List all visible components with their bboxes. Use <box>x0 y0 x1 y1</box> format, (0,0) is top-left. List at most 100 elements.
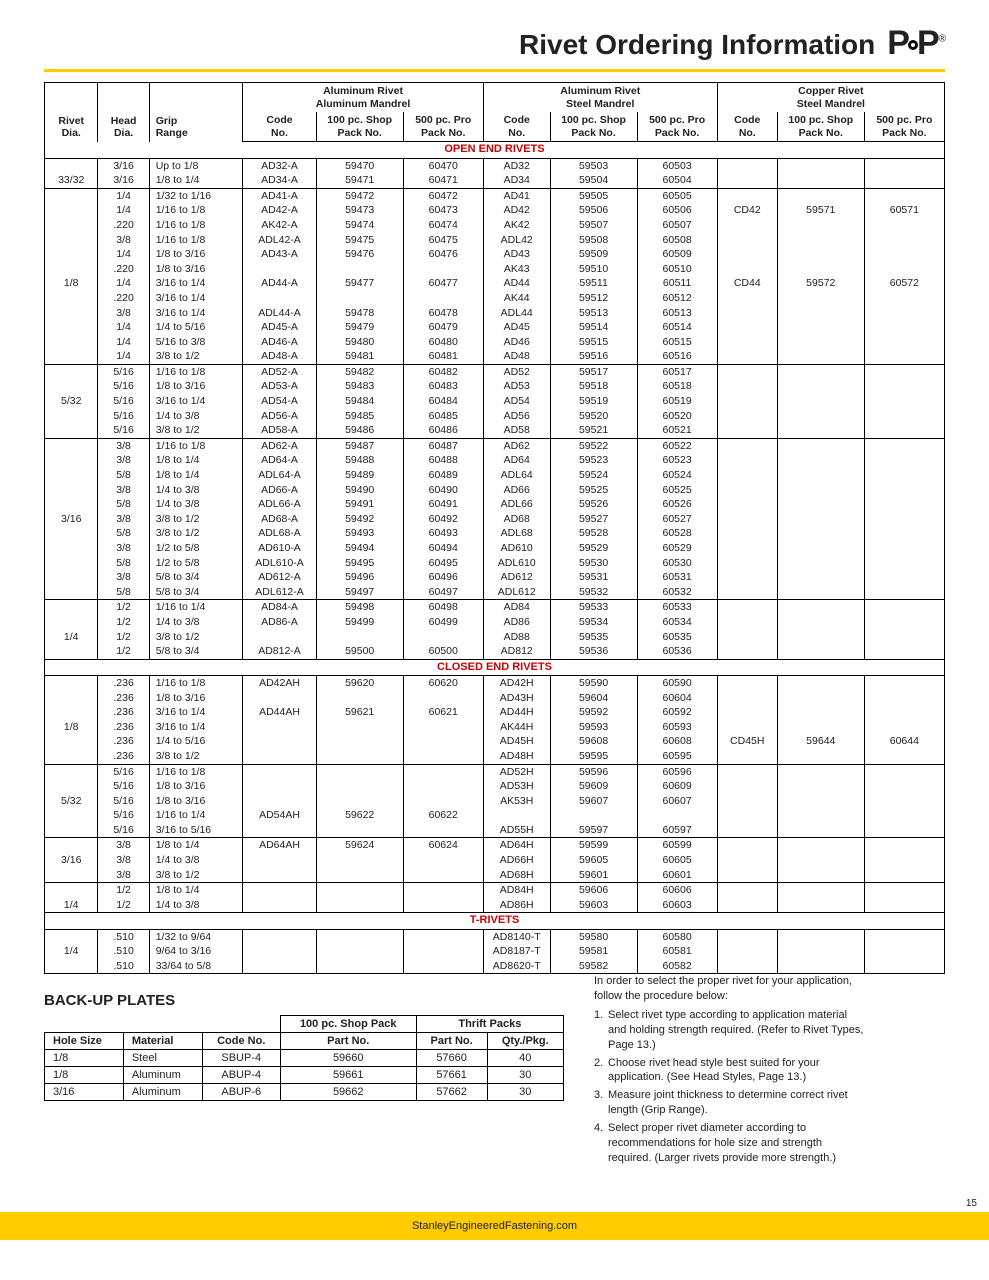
cell: 60485 <box>403 409 483 424</box>
cell: AD45 <box>483 320 550 335</box>
cell <box>777 929 864 944</box>
backup-cell: 59660 <box>280 1050 416 1067</box>
cell: AD42H <box>483 675 550 690</box>
cell <box>777 749 864 764</box>
cell: 60499 <box>403 615 483 630</box>
cell: 3/8 to 1/2 <box>149 423 243 438</box>
cell: CD44 <box>717 276 777 291</box>
cell: CD42 <box>717 203 777 218</box>
cell: AK42 <box>483 218 550 233</box>
cell <box>777 808 864 823</box>
backup-cell: 30 <box>487 1067 563 1084</box>
cell-rivet-dia <box>45 823 98 838</box>
cell: 59644 <box>777 734 864 749</box>
th-qty: Qty./Pkg. <box>487 1033 563 1050</box>
backup-cell: 30 <box>487 1084 563 1101</box>
cell: 5/16 <box>98 423 149 438</box>
cell: 59499 <box>316 615 403 630</box>
cell: 59507 <box>550 218 637 233</box>
cell: AD86H <box>483 898 550 913</box>
cell: AD86 <box>483 615 550 630</box>
cell: 60473 <box>403 203 483 218</box>
cell: 59490 <box>316 483 403 498</box>
cell <box>243 944 317 959</box>
th-material: Material <box>123 1033 202 1050</box>
cell: 59530 <box>550 556 637 571</box>
cell: 60481 <box>403 349 483 364</box>
cell <box>864 600 944 615</box>
cell: 60519 <box>637 394 717 409</box>
cell: 60482 <box>403 364 483 379</box>
cell: 60483 <box>403 379 483 394</box>
cell: 60571 <box>864 203 944 218</box>
cell: 1/4 to 3/8 <box>149 615 243 630</box>
cell: 59592 <box>550 705 637 720</box>
cell: ADL68 <box>483 526 550 541</box>
cell: .236 <box>98 675 149 690</box>
cell <box>864 644 944 659</box>
cell: AD68H <box>483 868 550 883</box>
cell: AD66 <box>483 483 550 498</box>
cell <box>316 764 403 779</box>
cell: 1/4 to 3/8 <box>149 853 243 868</box>
cell: 59470 <box>316 158 403 173</box>
cell <box>717 764 777 779</box>
backup-cell: 59661 <box>280 1067 416 1084</box>
cell <box>243 868 317 883</box>
cell: .510 <box>98 959 149 974</box>
backup-tbody: 1/8SteelSBUP-45966057660401/8AluminumABU… <box>45 1050 564 1101</box>
cell: 1/4 <box>98 188 149 203</box>
cell: 59497 <box>316 585 403 600</box>
backup-title: BACK-UP PLATES <box>44 992 564 1009</box>
cell: 1/16 to 1/8 <box>149 675 243 690</box>
cell <box>777 512 864 527</box>
cell: AD56-A <box>243 409 317 424</box>
cell <box>864 364 944 379</box>
cell: 3/8 to 1/2 <box>149 630 243 645</box>
cell: 59480 <box>316 335 403 350</box>
backup-cell: 59662 <box>280 1084 416 1101</box>
cell: 60581 <box>637 944 717 959</box>
cell <box>717 823 777 838</box>
cell: 59498 <box>316 600 403 615</box>
th-thrift: Thrift Packs <box>416 1016 563 1033</box>
cell: 59500 <box>316 644 403 659</box>
cell: 59533 <box>550 600 637 615</box>
cell-rivet-dia <box>45 262 98 277</box>
cell <box>717 349 777 364</box>
cell <box>717 379 777 394</box>
cell: 60487 <box>403 438 483 453</box>
cell: 60472 <box>403 188 483 203</box>
cell: .510 <box>98 929 149 944</box>
cell-rivet-dia: 1/4 <box>45 944 98 959</box>
cell <box>864 615 944 630</box>
cell: AD58-A <box>243 423 317 438</box>
cell: 1/8 to 1/4 <box>149 883 243 898</box>
cell <box>243 794 317 809</box>
cell: 3/16 to 1/4 <box>149 394 243 409</box>
cell: AD62-A <box>243 438 317 453</box>
cell: 3/16 to 1/4 <box>149 705 243 720</box>
backup-cell: 3/16 <box>45 1084 124 1101</box>
cell <box>777 898 864 913</box>
cell: 59582 <box>550 959 637 974</box>
cell: 60477 <box>403 276 483 291</box>
cell <box>864 423 944 438</box>
cell-rivet-dia <box>45 438 98 453</box>
cell: 60503 <box>637 158 717 173</box>
cell <box>777 959 864 974</box>
cell: 59513 <box>550 306 637 321</box>
backup-cell: 1/8 <box>45 1050 124 1067</box>
cell <box>717 929 777 944</box>
cell: AD46 <box>483 335 550 350</box>
cell: AD610 <box>483 541 550 556</box>
cell: 3/8 to 1/2 <box>149 749 243 764</box>
cell: 59606 <box>550 883 637 898</box>
cell <box>717 779 777 794</box>
cell: AD34 <box>483 173 550 188</box>
cell <box>717 883 777 898</box>
cell: AD64AH <box>243 838 317 853</box>
cell <box>717 453 777 468</box>
cell: 1/4 to 3/8 <box>149 898 243 913</box>
cell: 1/8 to 1/4 <box>149 173 243 188</box>
